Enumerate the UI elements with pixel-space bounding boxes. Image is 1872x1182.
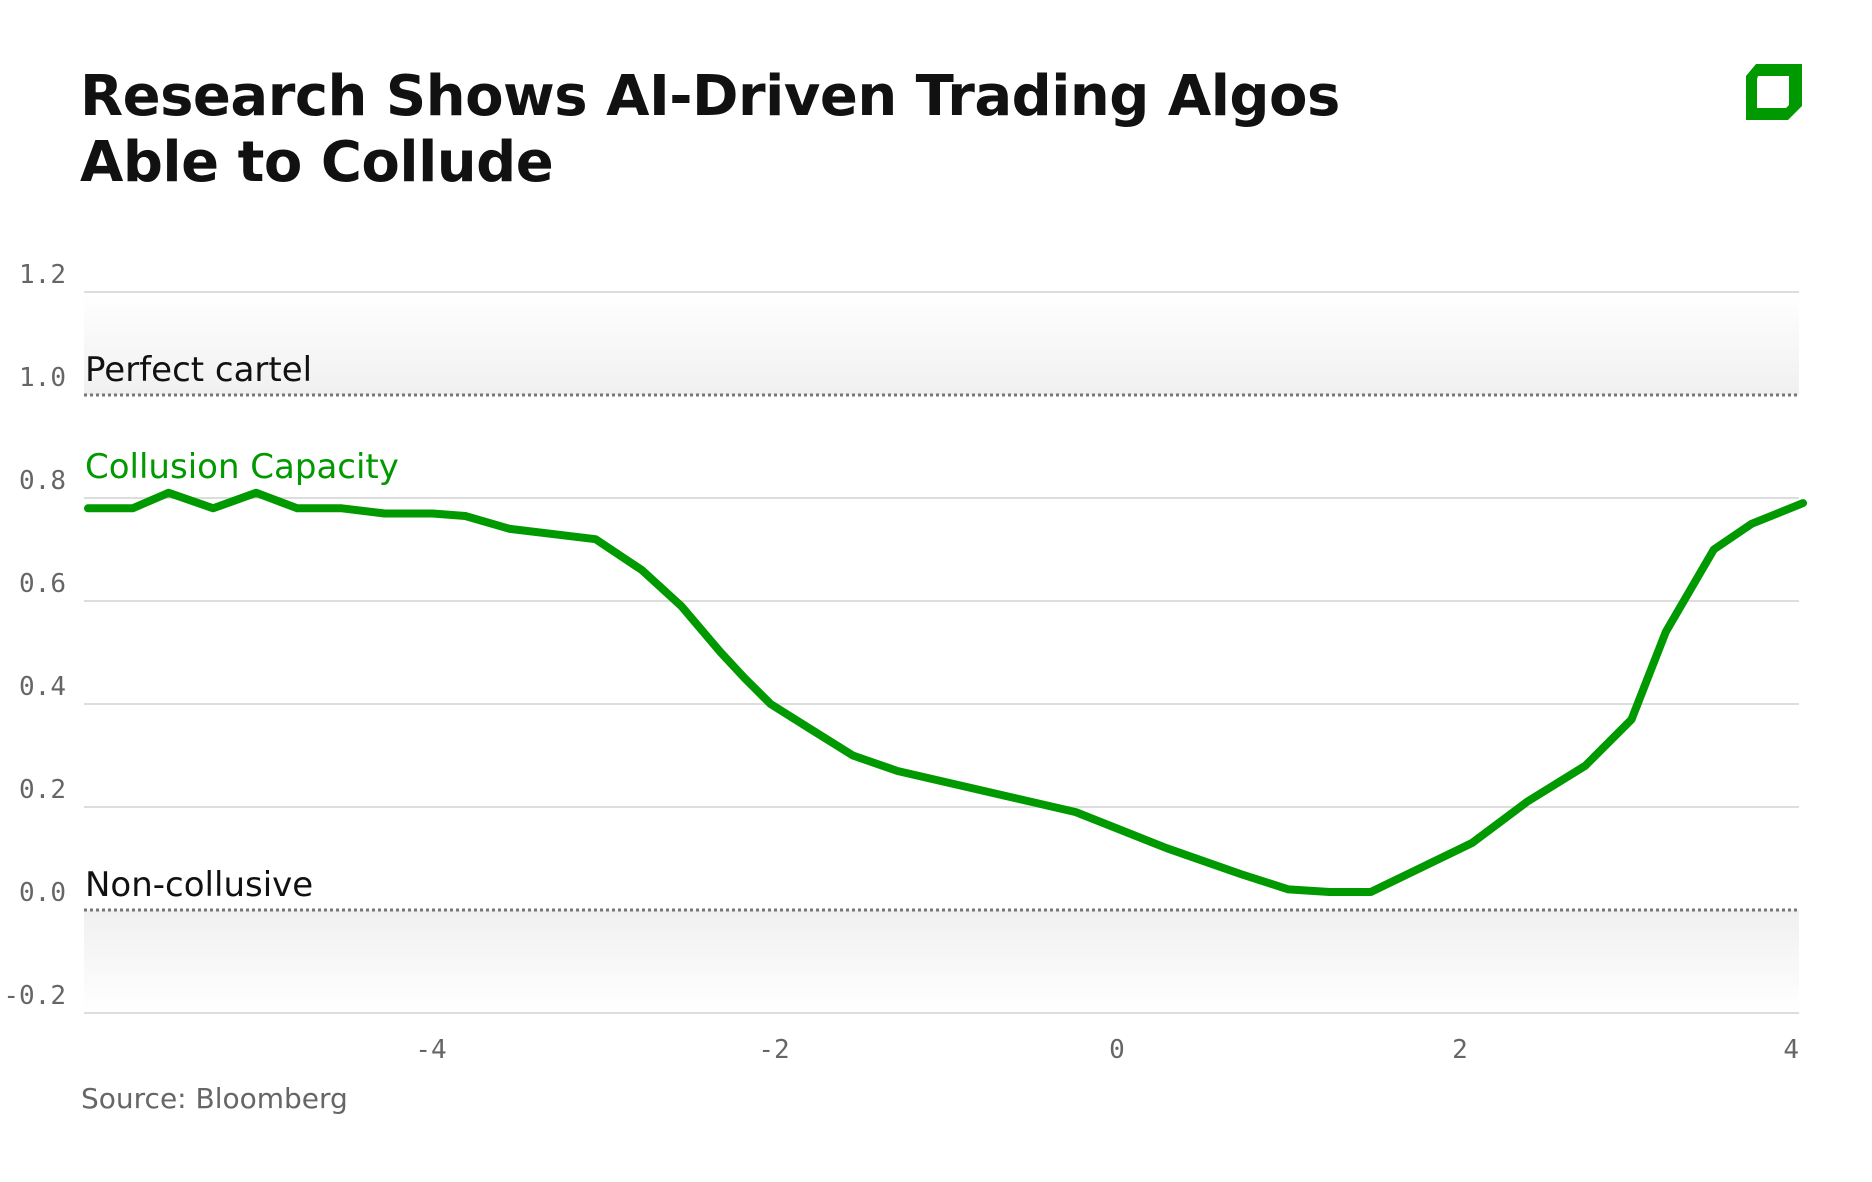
gridlines [84,291,1799,1014]
reference-lines [84,393,1799,912]
y-tick-label: 1.2 [19,260,66,290]
chart-title-line-2: Able to Collude [80,130,554,195]
y-tick-label: -0.2 [3,981,66,1011]
y-tick-label: 0.2 [19,775,66,805]
bloomberg-logo-icon [1746,64,1802,120]
reference-annotation: Non-collusive [85,865,313,905]
chart-title-line-1: Research Shows AI-Driven Trading Algos [80,64,1340,129]
x-tick-label: 0 [1109,1035,1125,1065]
source-note: Source: Bloomberg [81,1082,348,1115]
x-tick-label: 2 [1452,1035,1468,1065]
chart-title: Research Shows AI-Driven Trading Algos A… [80,64,1340,196]
x-axis-labels: -4 -2 0 2 4 [415,1035,1799,1065]
y-axis-labels: 1.2 1.0 0.8 0.6 0.4 0.2 0.0 -0.2 [3,260,66,1011]
shaded-bands [84,292,1799,1013]
series-label: Collusion Capacity [85,447,399,487]
y-tick-label: 0.4 [19,672,66,702]
reference-annotations: Perfect cartel Non-collusive [85,350,313,905]
y-tick-label: 0.0 [19,878,66,908]
x-tick-label: -4 [415,1035,446,1065]
collusion-capacity-line [84,488,1807,896]
reference-annotation: Perfect cartel [85,350,312,390]
y-tick-label: 0.8 [19,466,66,496]
y-tick-label: 1.0 [19,363,66,393]
x-tick-label: 4 [1783,1035,1799,1065]
y-tick-label: 0.6 [19,569,66,599]
x-tick-label: -2 [758,1035,789,1065]
